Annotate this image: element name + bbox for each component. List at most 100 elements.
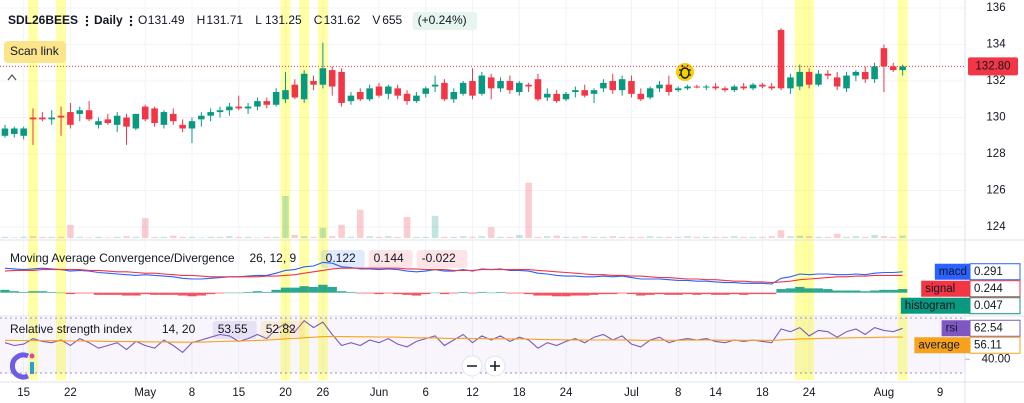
volume-bar (497, 236, 504, 238)
volume-bar (95, 236, 102, 238)
legend-value-bg (260, 321, 305, 339)
x-tick-label: 26 (316, 387, 329, 399)
volume-bar (57, 236, 65, 238)
highlight (280, 0, 291, 380)
candle-body (618, 79, 626, 91)
x-tick-label: May (134, 387, 156, 399)
volume-bar (413, 236, 420, 238)
volume-bar (562, 236, 570, 238)
histogram-bar (860, 291, 870, 293)
histogram-bar (776, 289, 786, 293)
logo[interactable] (9, 352, 35, 380)
volume-bar (469, 236, 476, 238)
candle-body (263, 101, 271, 105)
histogram-bar (103, 292, 113, 295)
series-name-bg (934, 263, 970, 280)
collapse-icon[interactable] (7, 73, 17, 81)
x-tick-label: 18 (756, 387, 769, 399)
candle-body (11, 128, 18, 134)
series-last: 0.244 (974, 283, 1003, 295)
candle-body (20, 128, 27, 136)
volume-bar (525, 182, 532, 238)
y-tick-label: 40.00 (982, 353, 1011, 365)
volume-bar (132, 236, 140, 238)
candle-body (562, 93, 570, 100)
x-tick-label: 8 (675, 387, 681, 399)
volume-bar (515, 235, 523, 238)
volume-bar (160, 236, 168, 238)
histogram-bar (626, 292, 637, 295)
candle-body (646, 88, 654, 98)
volume-bar (48, 236, 55, 238)
candle-body (759, 84, 766, 87)
candle-body (572, 90, 579, 92)
ohlc-label: C (314, 13, 323, 27)
x-tick-label: 22 (64, 387, 77, 399)
candle-body (57, 115, 65, 118)
candle-body (506, 81, 514, 91)
volume-bar (85, 237, 93, 238)
volume-bar (39, 236, 46, 238)
volume-bar (768, 236, 775, 238)
ohlc-value: 131.62 (324, 13, 361, 27)
histogram-bar (570, 292, 581, 296)
histogram-bar (252, 291, 263, 293)
change-bg (412, 12, 477, 30)
volume-bar (226, 236, 233, 238)
volume-bar (272, 236, 280, 238)
candle-body (450, 91, 458, 100)
volume-bar (319, 227, 327, 238)
x-tick-label: 20 (279, 387, 292, 399)
scan-link-bg[interactable] (4, 41, 66, 63)
x-tick-label: 15 (232, 387, 245, 399)
volume-bar (478, 236, 486, 238)
candle-body (207, 112, 214, 116)
histogram-bar (28, 291, 38, 293)
candle-body (833, 77, 841, 87)
y-tick-label: 130 (986, 112, 1005, 124)
volume-bar (1, 236, 9, 238)
histogram-bar (879, 289, 889, 293)
histogram-bar (149, 292, 160, 295)
histogram-bar (795, 286, 805, 293)
histogram-bar (888, 289, 898, 293)
zoom-in-button[interactable] (484, 355, 506, 377)
indicator-title: Relative strength index (10, 322, 132, 336)
histogram-bar (131, 292, 141, 296)
candle-body (600, 82, 607, 89)
candle-body (731, 86, 738, 91)
highlight (317, 0, 328, 380)
candle-body (95, 121, 102, 125)
volume-bar (310, 236, 317, 238)
series-name: histogram (905, 300, 956, 312)
candle-body (310, 81, 317, 85)
histogram-bar (308, 286, 319, 293)
candle-body (637, 93, 645, 100)
candle-body (525, 84, 532, 87)
histogram-bar (682, 292, 693, 295)
histogram-bar (580, 292, 590, 296)
volume-bar (357, 209, 364, 238)
volume-bar (824, 236, 832, 238)
volume-bar (684, 236, 691, 238)
scan-link[interactable]: Scan link (10, 44, 60, 58)
histogram-bar (75, 292, 85, 294)
candle-body (254, 101, 261, 107)
candle-body (852, 71, 860, 76)
histogram-bar (767, 292, 777, 295)
volume-bar (665, 236, 673, 238)
series-name-bg (941, 320, 970, 337)
histogram-bar (542, 292, 552, 296)
volume-bar (721, 236, 729, 238)
histogram-bar (9, 291, 19, 293)
candle-body (684, 86, 691, 89)
series-name: rsi (946, 322, 958, 334)
volume-bar (787, 236, 794, 238)
candle-body (787, 77, 794, 89)
histogram-bar (336, 291, 347, 293)
histogram-bar (215, 292, 225, 294)
volume-bar (450, 236, 458, 238)
zoom-out-button[interactable] (461, 355, 483, 377)
volume-bar (188, 236, 196, 238)
candle-body (609, 81, 617, 91)
